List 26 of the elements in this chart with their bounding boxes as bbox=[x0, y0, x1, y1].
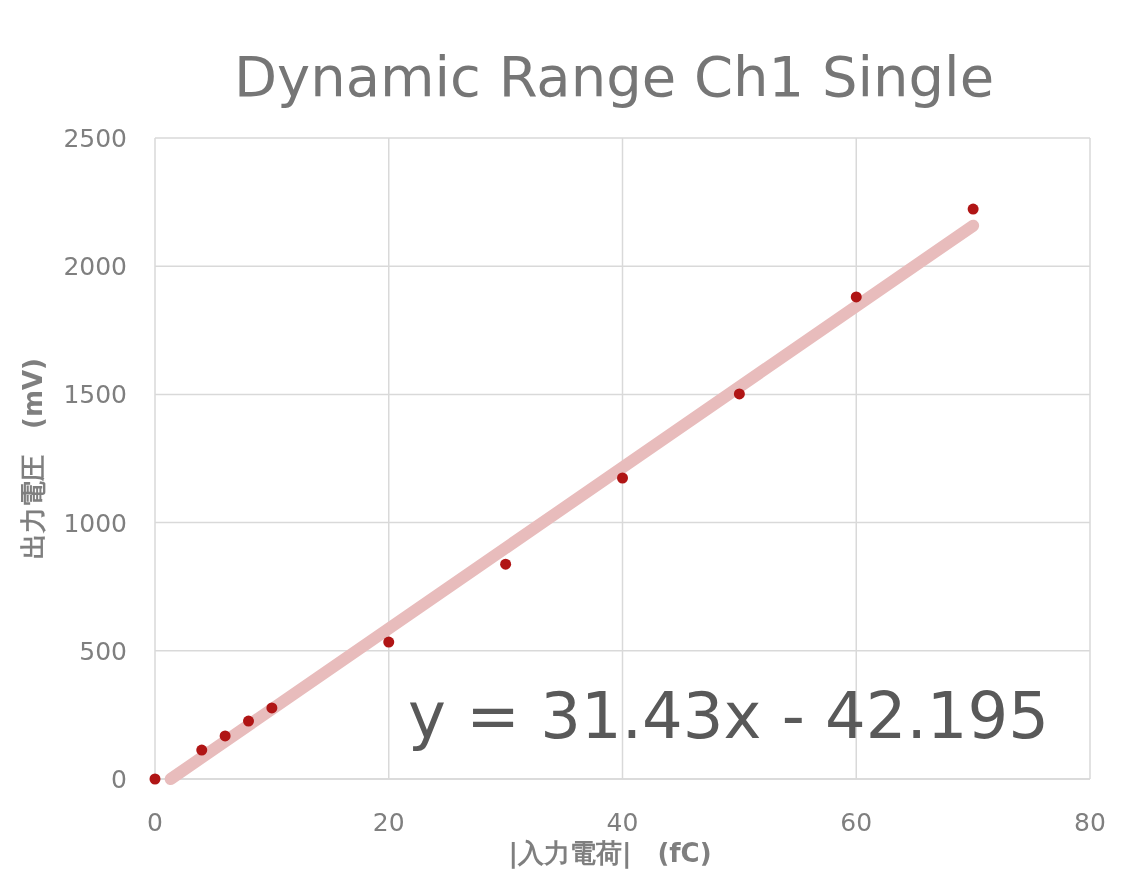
x-tick-label: 0 bbox=[147, 808, 163, 837]
point bbox=[967, 203, 979, 215]
annotation: y = 31.43x - 42.195 bbox=[408, 679, 1049, 753]
y-tick-label: 2500 bbox=[63, 124, 127, 153]
point bbox=[196, 744, 208, 756]
point bbox=[617, 472, 628, 484]
point bbox=[243, 715, 254, 727]
x-axis-title: |入力電荷| (fC) bbox=[508, 838, 712, 869]
point bbox=[500, 558, 512, 570]
x-tick-label: 20 bbox=[372, 808, 405, 837]
point bbox=[219, 730, 231, 742]
point bbox=[733, 388, 745, 400]
y-axis-title: 出力電圧 (mV) bbox=[18, 358, 48, 559]
chart-title: Dynamic Range Ch1 Single bbox=[233, 44, 995, 109]
x-tick-label: 80 bbox=[1074, 808, 1106, 837]
y-tick-label: 2000 bbox=[63, 252, 127, 282]
y-tick-label: 0 bbox=[111, 765, 127, 794]
point bbox=[149, 773, 161, 785]
point bbox=[266, 702, 278, 714]
y-tick-label: 1000 bbox=[63, 508, 127, 538]
y-tick-label: 1500 bbox=[63, 380, 127, 410]
point bbox=[383, 636, 395, 648]
y-tick-label: 500 bbox=[79, 636, 127, 666]
x-tick-label: 60 bbox=[840, 808, 873, 837]
x-tick-label: 40 bbox=[606, 808, 639, 837]
point bbox=[850, 291, 862, 303]
